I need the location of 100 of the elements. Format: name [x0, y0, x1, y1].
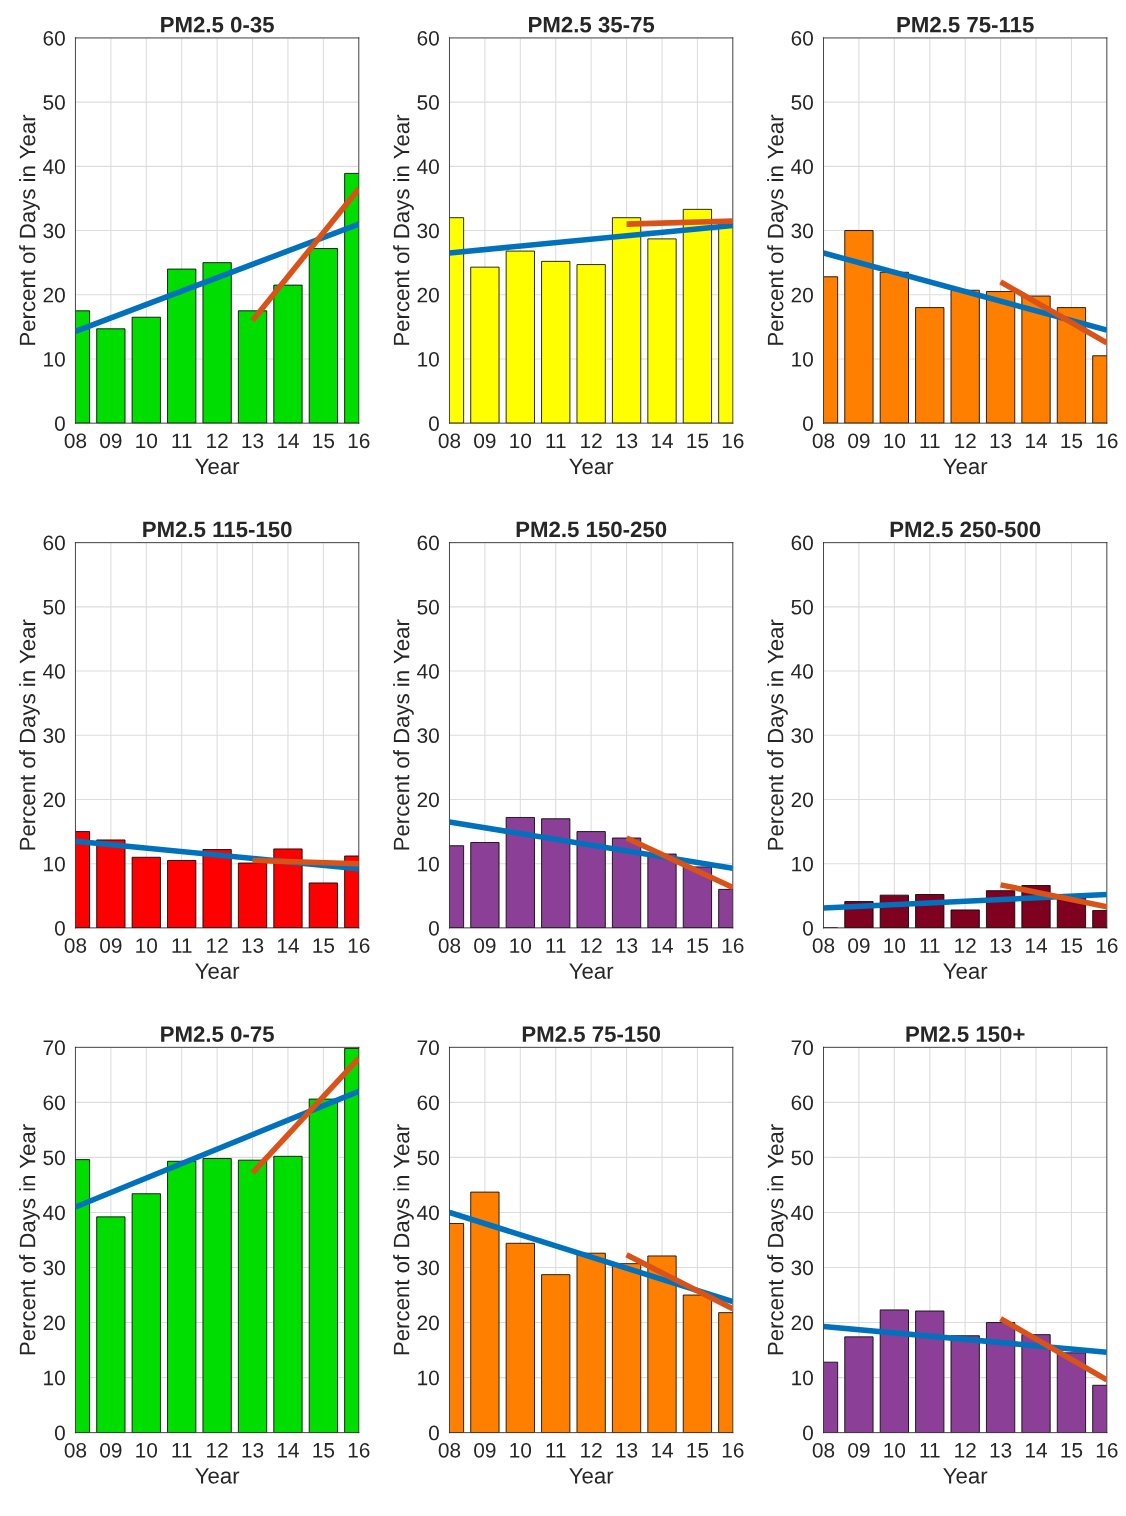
y-tick-label: 40 [791, 159, 813, 175]
x-tick-label: 14 [1026, 938, 1047, 953]
x-tick-label: 08 [812, 938, 835, 953]
y-tick-label: 20 [417, 287, 439, 303]
bar [96, 839, 126, 928]
x-axis-title: Year [569, 963, 614, 979]
y-tick-label: 30 [43, 1260, 65, 1276]
y-tick-label: 30 [43, 728, 65, 744]
x-axis-title: Year [195, 458, 240, 475]
x-tick-label: 09 [474, 1442, 496, 1458]
bar [505, 250, 535, 424]
bar [505, 817, 535, 928]
bar [541, 260, 571, 424]
x-tick-label: 12 [207, 1442, 228, 1458]
x-axis-title: Year [569, 458, 614, 475]
bar [470, 842, 500, 928]
x-tick-label: 09 [474, 433, 496, 449]
y-tick-label: 50 [417, 95, 439, 110]
bar [986, 291, 1016, 424]
y-tick-label: 20 [43, 1315, 65, 1331]
bar [308, 248, 338, 424]
y-tick-label: 40 [417, 664, 439, 679]
y-tick-label: 70 [43, 1040, 65, 1056]
bar [647, 853, 677, 928]
bar [611, 837, 642, 928]
x-axis-title: Year [195, 1468, 240, 1484]
bar [202, 849, 232, 928]
x-tick-label: 14 [277, 433, 299, 448]
y-axis-title: Percent of Days in Year [19, 1124, 40, 1355]
y-tick-label: 10 [792, 856, 813, 872]
x-tick-label: 12 [955, 433, 976, 448]
x-tick-label: 10 [884, 1442, 906, 1458]
x-tick-label: 14 [651, 433, 673, 448]
x-tick-label: 11 [546, 1443, 566, 1458]
bar [167, 268, 197, 424]
y-tick-label: 50 [791, 599, 813, 615]
x-tick-label: 14 [651, 1443, 673, 1458]
chart-title: PM2.5 35-75 [529, 16, 655, 33]
bar [576, 831, 606, 928]
bar [611, 1263, 642, 1433]
y-axis-title: Percent of Days in Year [767, 619, 788, 850]
x-tick-label: 10 [510, 1442, 532, 1458]
x-tick-label: 14 [277, 938, 299, 953]
y-tick-label: 30 [417, 728, 439, 744]
bar [273, 284, 303, 424]
y-tick-label: 0 [54, 416, 65, 431]
x-tick-label: 13 [616, 938, 638, 953]
bar [237, 1159, 268, 1433]
chart-title: PM2.5 75-115 [897, 16, 1034, 33]
y-tick-label: 0 [803, 920, 813, 936]
bar [237, 310, 268, 424]
bar [505, 1242, 535, 1433]
y-axis-title: Percent of Days in Year [19, 114, 40, 345]
x-tick-label: 13 [990, 938, 1012, 953]
y-tick-label: 50 [417, 1150, 439, 1166]
x-tick-label: 11 [172, 938, 192, 953]
x-tick-label: 11 [920, 938, 940, 953]
bar [647, 1255, 677, 1433]
x-tick-label: 11 [920, 1443, 940, 1458]
x-axis-title: Year [569, 1468, 614, 1484]
y-tick-label: 50 [43, 95, 65, 110]
bar [167, 860, 197, 928]
x-tick-label: 16 [348, 938, 370, 953]
x-tick-label: 09 [100, 433, 122, 449]
y-tick-label: 70 [791, 1040, 813, 1056]
bar [131, 1193, 161, 1433]
x-tick-label: 12 [581, 1442, 602, 1458]
bar [682, 866, 712, 928]
bar [167, 1160, 197, 1433]
x-tick-label: 16 [722, 433, 744, 449]
x-tick-label: 08 [64, 938, 87, 953]
x-tick-label: 14 [651, 938, 673, 953]
bar [682, 1294, 712, 1433]
chart-title: PM2.5 250-500 [890, 521, 1041, 538]
y-tick-label: 40 [43, 1205, 65, 1221]
x-tick-label: 09 [100, 1442, 122, 1458]
x-tick-label: 08 [64, 1442, 87, 1458]
y-tick-label: 60 [417, 535, 439, 551]
y-tick-label: 30 [791, 223, 813, 239]
x-tick-label: 08 [812, 1442, 835, 1458]
y-tick-label: 10 [44, 1370, 65, 1386]
bar [879, 1309, 909, 1433]
y-tick-label: 40 [417, 1205, 439, 1221]
y-tick-label: 20 [791, 1315, 813, 1331]
y-tick-label: 50 [43, 599, 65, 615]
x-tick-label: 16 [1096, 1442, 1118, 1458]
bar [1056, 1352, 1087, 1433]
y-axis-title: Percent of Days in Year [393, 114, 414, 345]
bar [470, 266, 500, 424]
bar [950, 289, 980, 424]
x-tick-label: 15 [313, 433, 335, 449]
bar [611, 217, 642, 424]
x-axis-title: Year [943, 963, 988, 979]
bar [915, 307, 945, 424]
y-tick-label: 0 [54, 1425, 65, 1441]
bar [308, 1098, 338, 1433]
x-tick-label: 08 [438, 1442, 461, 1458]
chart-title: PM2.5 75-150 [522, 1026, 661, 1042]
x-tick-label: 12 [581, 938, 602, 953]
x-tick-label: 10 [136, 938, 158, 953]
